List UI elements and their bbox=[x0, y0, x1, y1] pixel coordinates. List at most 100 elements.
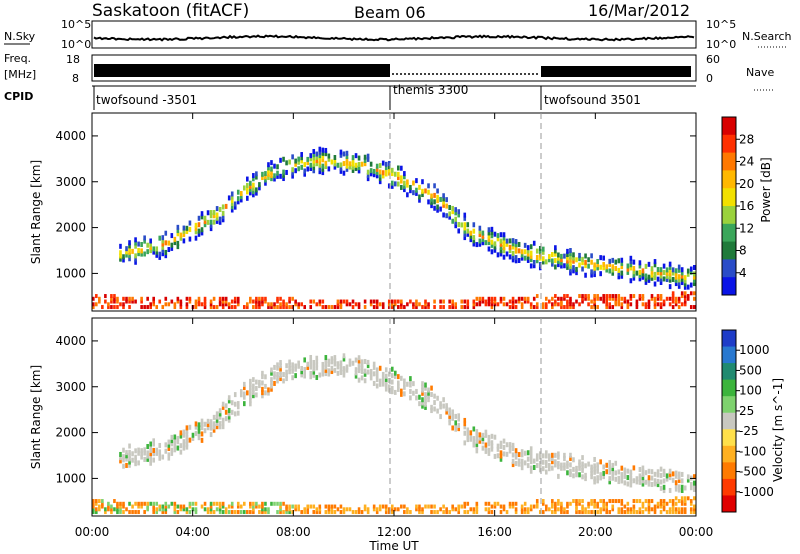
arc-cell bbox=[246, 195, 249, 201]
near-range-cell bbox=[249, 510, 252, 515]
near-range-cell bbox=[252, 501, 255, 506]
near-range-cell bbox=[566, 501, 569, 506]
arc-cell bbox=[176, 445, 180, 451]
near-range-cell bbox=[203, 305, 207, 310]
arc-cell bbox=[360, 362, 364, 368]
arc-cell bbox=[674, 483, 678, 489]
arc-cell bbox=[689, 485, 693, 491]
near-range-cell bbox=[683, 299, 687, 304]
arc-cell bbox=[529, 263, 533, 269]
near-range-cell bbox=[152, 501, 155, 506]
arc-cell bbox=[152, 447, 155, 453]
near-range-cell bbox=[554, 504, 557, 509]
near-range-cell bbox=[318, 507, 322, 512]
near-range-cell bbox=[339, 302, 343, 307]
near-range-cell bbox=[95, 501, 98, 506]
arc-cell bbox=[532, 263, 536, 269]
near-range-cell bbox=[318, 299, 322, 304]
near-range-cell bbox=[95, 302, 98, 307]
near-range-cell bbox=[221, 510, 225, 515]
arc-cell bbox=[617, 479, 621, 485]
near-range-cell bbox=[433, 305, 436, 310]
near-range-cell bbox=[659, 499, 663, 504]
near-range-cell bbox=[312, 504, 316, 509]
arc-cell bbox=[354, 357, 358, 363]
near-range-cell bbox=[279, 302, 282, 307]
arc-cell bbox=[629, 469, 633, 475]
arc-cell bbox=[321, 154, 325, 160]
arc-cell bbox=[215, 424, 219, 430]
arc-cell bbox=[629, 479, 633, 485]
arc-cell bbox=[243, 381, 246, 387]
arc-cell bbox=[384, 165, 388, 171]
near-range-cell bbox=[333, 504, 337, 509]
near-range-cell bbox=[490, 299, 494, 304]
near-range-cell bbox=[478, 302, 482, 307]
freq-bar-3 bbox=[541, 66, 691, 77]
near-range-cell bbox=[351, 510, 355, 515]
near-range-cell bbox=[551, 305, 554, 310]
near-range-cell bbox=[677, 299, 681, 304]
arc-cell bbox=[375, 383, 379, 389]
arc-cell bbox=[390, 180, 394, 186]
x-tick-label: 16:00 bbox=[477, 525, 512, 539]
arc-cell bbox=[366, 172, 370, 178]
near-range-cell bbox=[185, 507, 189, 512]
near-range-cell bbox=[372, 299, 376, 304]
arc-cell bbox=[288, 365, 291, 371]
arc-cell bbox=[493, 434, 497, 440]
arc-cell bbox=[378, 163, 382, 169]
arc-cell bbox=[279, 360, 282, 366]
near-range-cell bbox=[548, 507, 551, 512]
arc-cell bbox=[221, 424, 225, 430]
arc-cell bbox=[206, 418, 210, 424]
near-range-cell bbox=[551, 504, 554, 509]
arc-cell bbox=[647, 475, 651, 481]
arc-cell bbox=[457, 228, 461, 234]
arc-cell bbox=[188, 220, 192, 226]
arc-cell bbox=[255, 190, 258, 196]
arc-cell bbox=[439, 196, 442, 202]
near-range-cell bbox=[635, 299, 639, 304]
near-range-cell bbox=[288, 296, 291, 301]
arc-cell bbox=[430, 199, 433, 205]
near-range-cell bbox=[692, 496, 696, 501]
near-range-cell bbox=[400, 299, 403, 304]
arc-cell bbox=[285, 376, 288, 382]
near-range-cell bbox=[578, 501, 581, 506]
arc-cell bbox=[448, 214, 451, 220]
near-range-cell bbox=[499, 504, 503, 509]
arc-cell bbox=[215, 212, 219, 218]
near-range-cell bbox=[285, 302, 288, 307]
arc-cell bbox=[593, 466, 596, 472]
arc-cell bbox=[517, 248, 521, 254]
arc-cell bbox=[140, 241, 143, 247]
arc-cell bbox=[602, 474, 605, 480]
arc-cell bbox=[641, 471, 645, 477]
arc-cell bbox=[282, 176, 285, 182]
arc-cell bbox=[487, 236, 491, 242]
arc-cell bbox=[680, 270, 684, 276]
arc-cell bbox=[403, 183, 406, 189]
near-range-cell bbox=[493, 296, 497, 301]
near-range-cell bbox=[152, 507, 155, 512]
near-range-cell bbox=[324, 305, 328, 310]
arc-cell bbox=[203, 421, 207, 427]
arc-cell bbox=[161, 235, 165, 241]
arc-cell bbox=[179, 430, 183, 436]
arc-cell bbox=[412, 381, 415, 387]
arc-cell bbox=[333, 361, 337, 367]
near-range-cell bbox=[110, 305, 113, 310]
arc-cell bbox=[499, 443, 503, 449]
near-range-cell bbox=[354, 302, 358, 307]
arc-cell bbox=[647, 277, 651, 283]
arc-cell bbox=[318, 169, 322, 175]
arc-cell bbox=[671, 276, 675, 282]
arc-cell bbox=[632, 272, 636, 278]
arc-cell bbox=[475, 435, 479, 441]
arc-cell bbox=[572, 268, 575, 274]
near-range-cell bbox=[529, 302, 533, 307]
arc-cell bbox=[502, 238, 506, 244]
near-range-cell bbox=[291, 510, 294, 515]
arc-cell bbox=[128, 243, 131, 249]
